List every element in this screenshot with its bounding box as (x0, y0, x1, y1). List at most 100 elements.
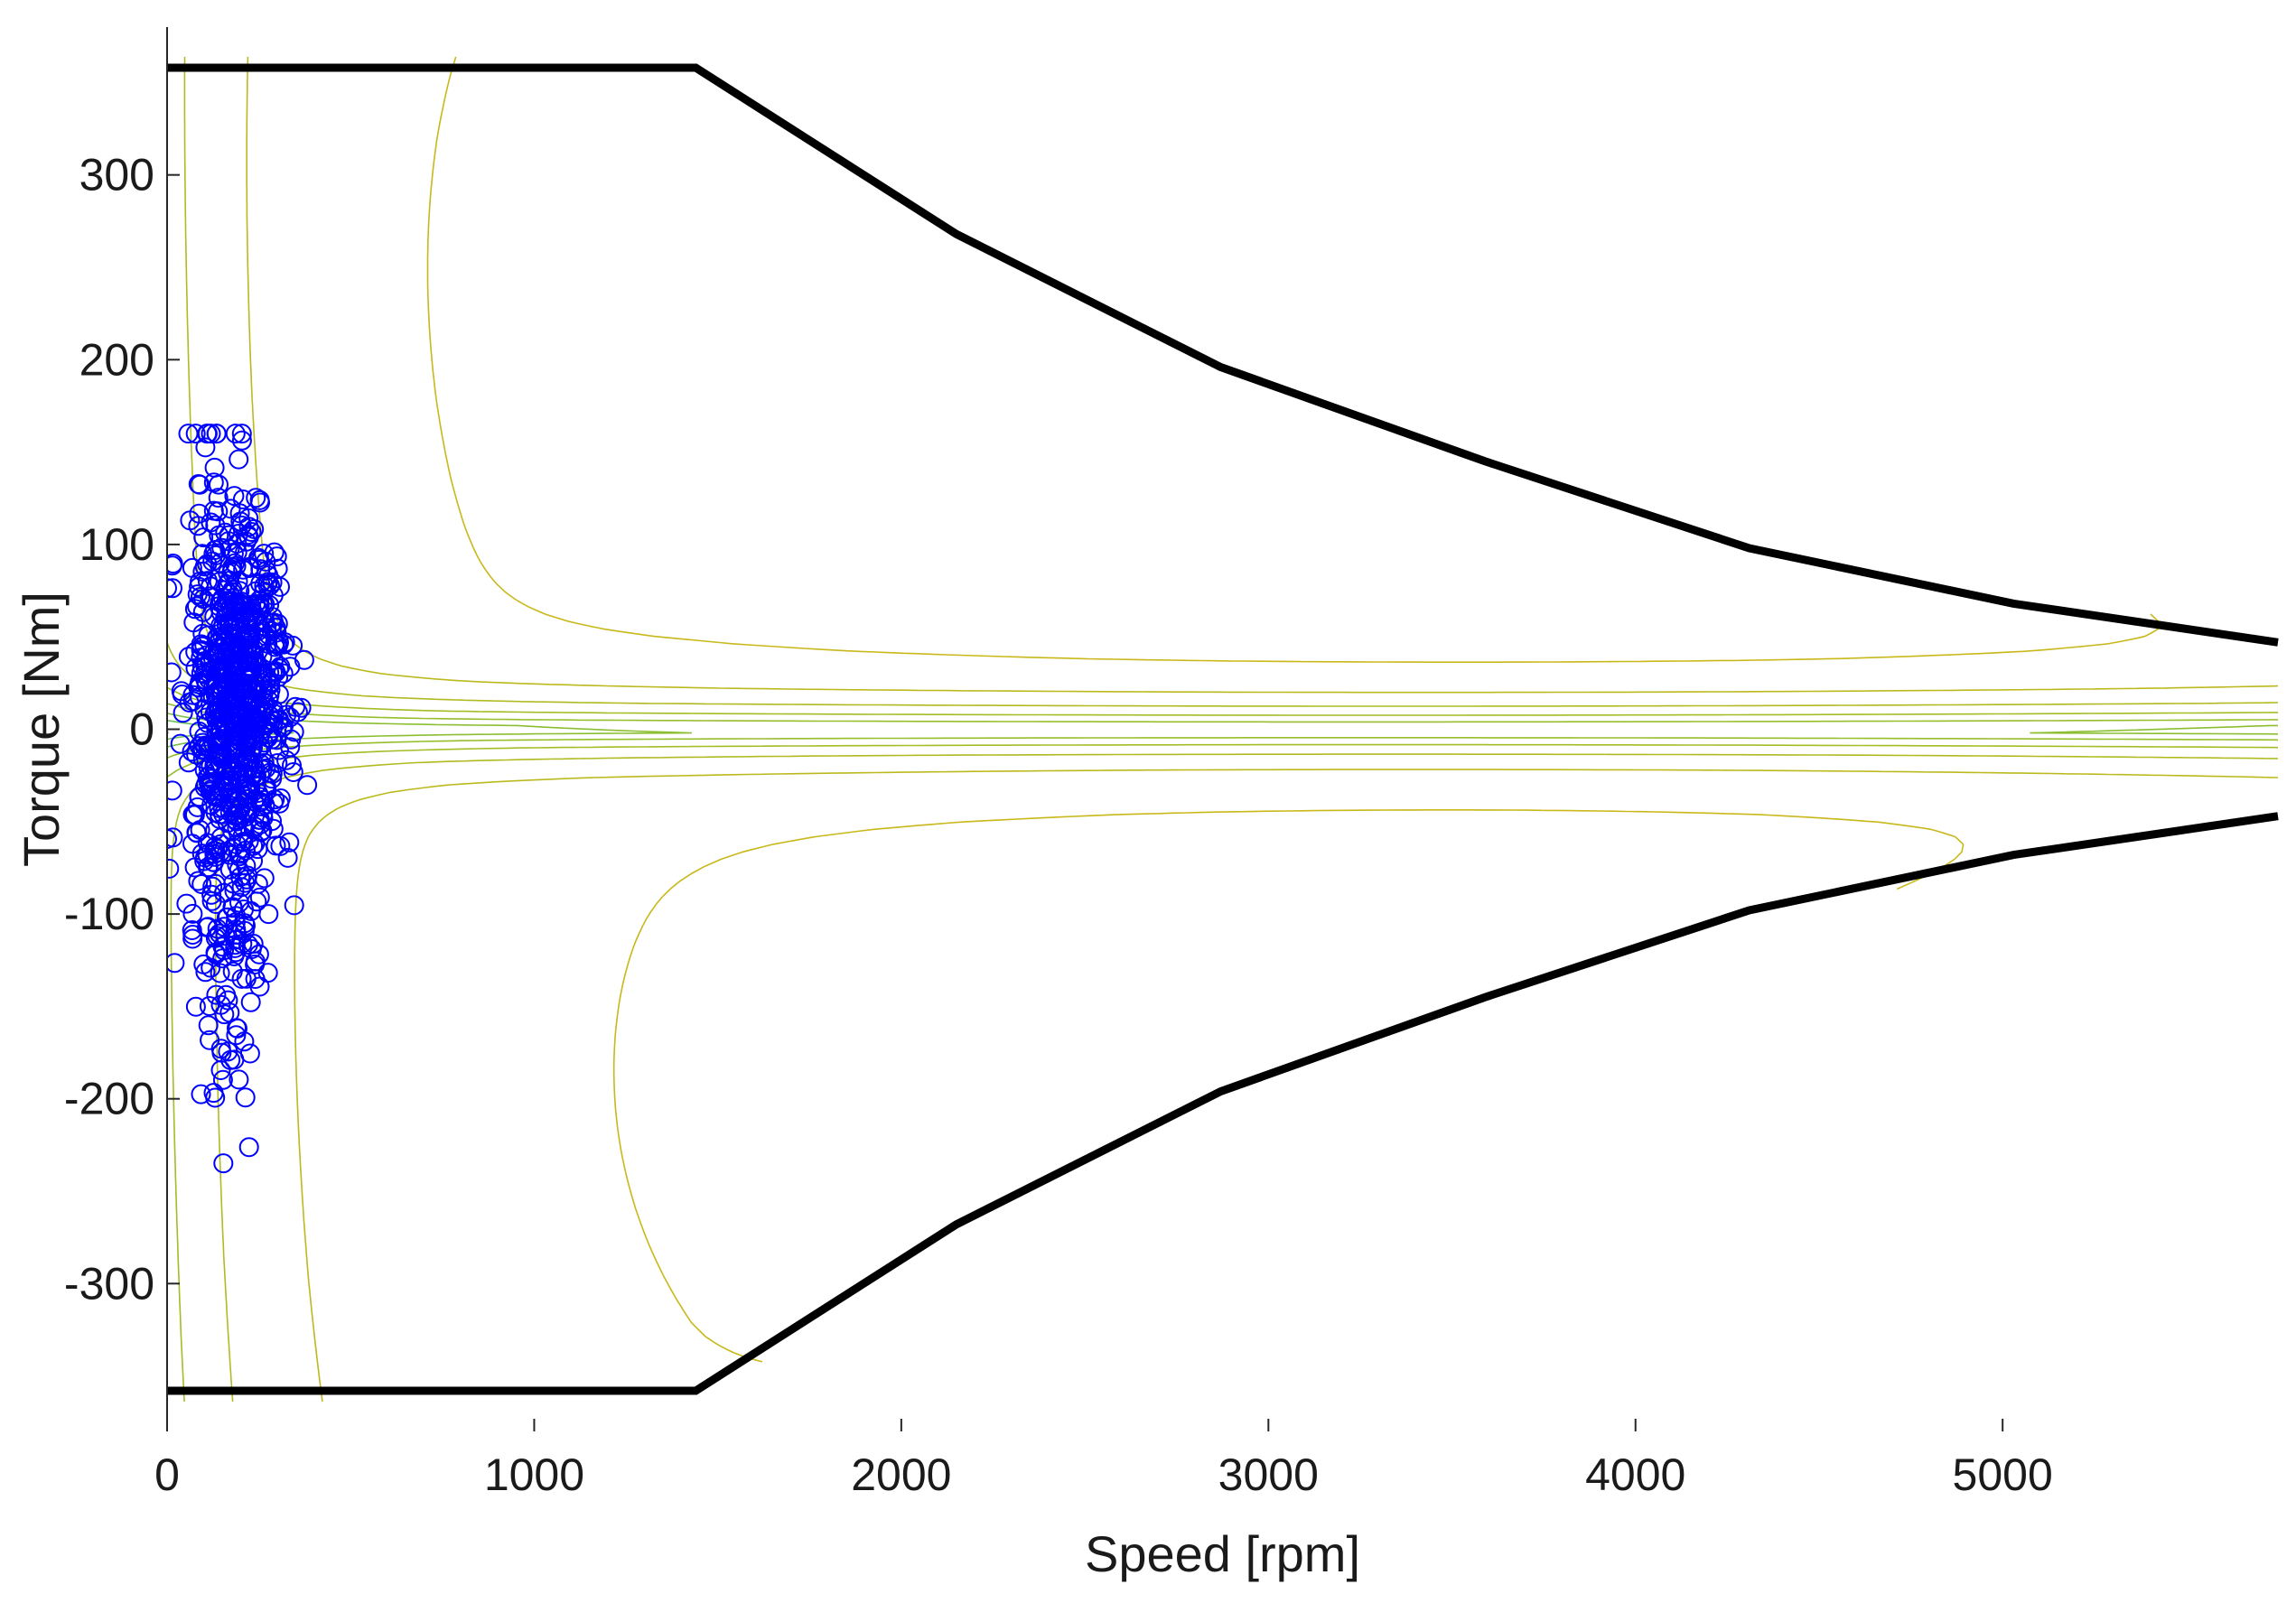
operating-point (209, 657, 229, 677)
operating-point (178, 752, 199, 773)
operating-point (263, 818, 284, 839)
operating-point (205, 927, 226, 948)
operating-point (246, 488, 266, 508)
y-tick-label: -300 (64, 1258, 154, 1309)
operating-point (279, 832, 300, 853)
operating-point (203, 784, 224, 805)
operating-point (190, 587, 210, 607)
operating-point (199, 766, 219, 787)
operating-point (268, 658, 289, 679)
x-tick-label: 3000 (1218, 1449, 1319, 1500)
operating-point (167, 827, 183, 848)
operating-point (266, 546, 287, 567)
operating-point (213, 778, 234, 798)
operating-point (197, 424, 218, 444)
operating-point (230, 769, 251, 789)
operating-point (191, 648, 211, 668)
operating-point (237, 629, 257, 649)
min-torque-line (167, 812, 2279, 1395)
operating-point (219, 571, 239, 591)
operating-point (211, 1042, 232, 1063)
operating-point (219, 531, 238, 552)
operating-point (195, 735, 216, 756)
operating-point (208, 501, 229, 522)
operating-point (239, 556, 260, 577)
operating-point (182, 920, 202, 940)
operating-point (252, 647, 273, 667)
operating-point (244, 646, 265, 666)
operating-point (280, 737, 301, 758)
operating-point (260, 672, 281, 693)
operating-point (178, 647, 199, 667)
operating-point (203, 472, 224, 493)
operating-point (241, 704, 262, 724)
y-tick-label: 300 (79, 150, 154, 200)
operating-point (223, 657, 244, 678)
operating-point (209, 797, 229, 818)
operating-point (187, 596, 207, 617)
operating-point (225, 937, 246, 958)
operating-point (209, 746, 229, 767)
operating-point (195, 437, 216, 458)
operating-point (280, 657, 301, 677)
operating-point (235, 1087, 256, 1108)
operating-point (199, 996, 219, 1016)
operating-point (167, 858, 180, 879)
operating-point (188, 871, 209, 891)
operating-point (191, 639, 211, 660)
operating-point (257, 633, 278, 654)
operating-point (192, 623, 213, 644)
operating-point (210, 721, 230, 741)
operating-point (269, 740, 289, 760)
operating-point (256, 715, 276, 736)
operating-point (193, 954, 214, 974)
operating-point (239, 1043, 260, 1064)
operating-point (209, 525, 229, 545)
operating-point (206, 424, 227, 444)
operating-point (235, 542, 255, 563)
x-axis-label: Speed [rpm] (1085, 1525, 1360, 1582)
operating-point (176, 893, 197, 914)
operating-point (277, 847, 298, 868)
operating-point (210, 963, 230, 983)
operating-point (252, 760, 273, 780)
operating-point (204, 457, 225, 478)
operating-point (173, 703, 193, 723)
operating-point (212, 1069, 233, 1090)
operating-point (238, 527, 259, 547)
operating-point (256, 626, 276, 647)
operating-point (222, 898, 243, 918)
operating-point (234, 1031, 255, 1052)
operating-point (210, 701, 230, 722)
operating-point (251, 703, 272, 723)
operating-point (231, 515, 252, 536)
operating-point (217, 701, 238, 722)
operating-point (291, 697, 312, 718)
axes (166, 27, 2004, 1431)
operating-point (167, 953, 185, 974)
operating-point (184, 599, 205, 620)
operating-point (225, 912, 246, 933)
operating-point (240, 992, 261, 1012)
operating-point (201, 884, 222, 905)
operating-point (230, 843, 251, 864)
operating-point (203, 544, 224, 564)
contour-level-28 (183, 56, 2278, 1403)
operating-point (222, 961, 243, 982)
x-tick-label: 5000 (1953, 1449, 2053, 1500)
operating-point (167, 554, 183, 573)
operating-point (195, 962, 216, 983)
operating-point (205, 515, 226, 536)
operating-point (247, 873, 268, 894)
operating-point (191, 740, 212, 760)
operating-point (243, 819, 264, 840)
operating-point (231, 430, 252, 451)
y-tick-label: -200 (64, 1074, 154, 1124)
operating-point (219, 859, 240, 880)
operating-point (208, 488, 229, 508)
operating-point (191, 1084, 211, 1104)
operating-point (185, 996, 206, 1017)
operating-point (207, 628, 228, 648)
operating-point (255, 594, 275, 615)
operating-point (258, 565, 279, 586)
